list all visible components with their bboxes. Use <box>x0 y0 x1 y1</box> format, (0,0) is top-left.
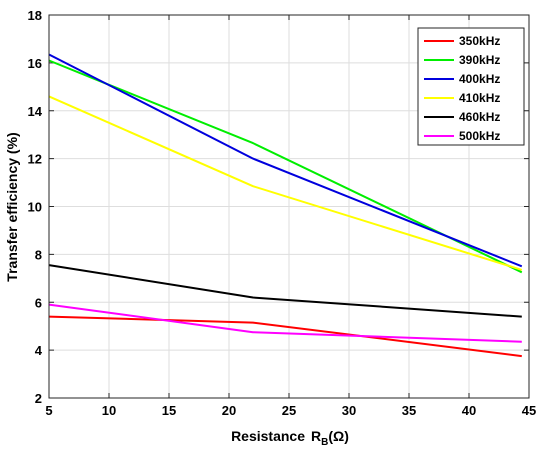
legend-box <box>417 27 525 146</box>
y-tick-label: 6 <box>35 295 42 310</box>
y-tick-label: 18 <box>28 8 42 23</box>
y-tick-label: 12 <box>28 152 42 167</box>
x-tick-label: 35 <box>402 403 416 418</box>
x-axis-subscript: B <box>321 437 328 448</box>
series-lines <box>48 53 523 358</box>
legend-label-400kHz: 400kHz <box>459 72 500 86</box>
x-tick-label: 45 <box>522 403 536 418</box>
legend-label-500kHz: 500kHz <box>459 129 500 143</box>
x-tick-labels: 5 10 15 20 25 30 35 40 45 <box>45 403 536 418</box>
plot-frame <box>48 14 530 399</box>
series-line-350kHz <box>48 315 522 358</box>
x-tick-label: 5 <box>45 403 52 418</box>
y-tick-label: 16 <box>28 56 42 71</box>
x-tick-label: 10 <box>102 403 116 418</box>
series-line-410kHz <box>48 95 523 271</box>
y-tick-labels: 2 4 6 8 10 12 14 16 18 <box>28 8 43 406</box>
y-tick-label: 8 <box>35 247 42 262</box>
y-tick-label: 14 <box>28 104 43 119</box>
x-tick-label: 15 <box>162 403 176 418</box>
x-tick-label: 40 <box>462 403 476 418</box>
x-tick-label: 30 <box>342 403 356 418</box>
y-axis-label: Transfer efficiency (%) <box>4 132 20 281</box>
x-axis-symbol: R <box>311 428 321 444</box>
legend-label-410kHz: 410kHz <box>459 91 500 105</box>
y-tick-label: 10 <box>28 200 42 215</box>
x-tick-label: 20 <box>222 403 236 418</box>
series-line-500kHz <box>48 303 522 343</box>
x-axis-label-text: Resistance <box>231 428 305 444</box>
legend-label-350kHz: 350kHz <box>459 34 500 48</box>
x-tick-label: 25 <box>282 403 296 418</box>
x-axis-unit: (Ω) <box>328 428 349 444</box>
legend: 350kHz 390kHz 400kHz 410kHz 460kHz 500kHz <box>417 27 525 146</box>
y-tick-label: 4 <box>35 343 43 358</box>
y-tick-label: 2 <box>35 391 42 406</box>
series-line-390kHz <box>48 59 523 274</box>
series-line-460kHz <box>48 264 522 318</box>
x-axis-label: Resistance RB(Ω) <box>231 428 349 448</box>
series-line-400kHz <box>48 53 523 268</box>
legend-label-460kHz: 460kHz <box>459 110 500 124</box>
legend-label-390kHz: 390kHz <box>459 53 500 67</box>
